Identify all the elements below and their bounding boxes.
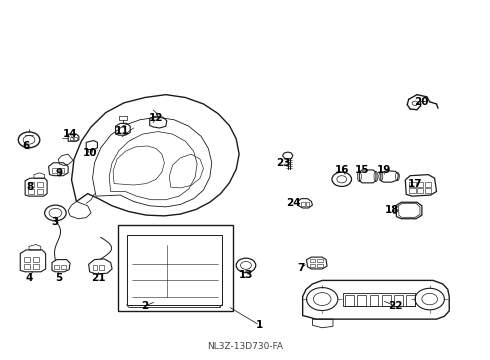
Text: 20: 20 (414, 97, 428, 107)
Text: 3: 3 (52, 217, 59, 227)
Bar (417, 188, 423, 193)
Bar (70, 137, 73, 140)
Bar (24, 264, 30, 269)
Bar (118, 225, 233, 311)
Text: 6: 6 (23, 141, 30, 151)
Text: 5: 5 (55, 273, 62, 283)
Text: NL3Z-13D730-FA: NL3Z-13D730-FA (207, 342, 283, 351)
Text: 12: 12 (149, 113, 163, 123)
Bar (54, 265, 59, 269)
Text: 8: 8 (26, 182, 34, 192)
Bar (301, 202, 305, 206)
Bar (425, 188, 431, 193)
Bar (394, 295, 403, 306)
Bar (318, 264, 323, 267)
Bar (33, 264, 39, 269)
Text: 17: 17 (408, 179, 422, 189)
Bar (357, 295, 366, 306)
Text: 13: 13 (239, 270, 253, 280)
Text: 16: 16 (335, 165, 349, 175)
Bar (127, 235, 222, 305)
Bar (409, 182, 416, 187)
Bar (93, 265, 98, 270)
Text: 2: 2 (141, 301, 148, 311)
Bar (61, 265, 66, 269)
Bar (345, 295, 354, 306)
Text: 23: 23 (276, 158, 291, 168)
Text: 11: 11 (115, 126, 129, 135)
Bar (24, 257, 30, 262)
Text: 21: 21 (91, 273, 106, 283)
Bar (119, 116, 127, 120)
Bar (28, 189, 34, 194)
Text: 4: 4 (25, 273, 33, 283)
Text: 18: 18 (384, 206, 399, 216)
Text: 19: 19 (377, 165, 392, 175)
Bar (393, 208, 396, 213)
Text: 14: 14 (63, 129, 77, 139)
Bar (310, 264, 316, 267)
Text: 24: 24 (287, 198, 301, 208)
Text: 15: 15 (355, 165, 369, 175)
Text: 9: 9 (56, 168, 63, 178)
Bar (343, 293, 415, 306)
Bar (59, 168, 64, 173)
Bar (382, 295, 391, 306)
Bar (425, 182, 431, 187)
Bar (406, 295, 415, 306)
Bar (52, 168, 57, 173)
Bar (74, 137, 77, 140)
Bar (318, 259, 323, 262)
Text: 7: 7 (297, 263, 305, 273)
Bar (33, 257, 39, 262)
Bar (28, 182, 34, 187)
Bar (99, 265, 104, 270)
Bar (369, 295, 378, 306)
Bar (306, 202, 310, 206)
Bar (37, 189, 43, 194)
Bar (417, 182, 423, 187)
Bar (409, 188, 416, 193)
Text: 22: 22 (388, 301, 403, 311)
Bar (310, 259, 316, 262)
Bar (37, 182, 43, 187)
Text: 10: 10 (82, 148, 97, 158)
Text: 1: 1 (256, 320, 263, 330)
